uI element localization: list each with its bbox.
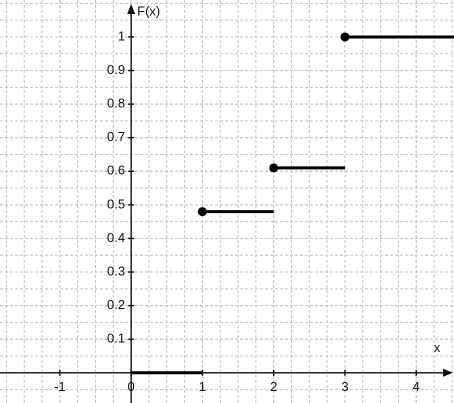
marks [131, 32, 454, 375]
x-tick-label: 4 [413, 379, 420, 394]
y-tick-label: 0.6 [107, 163, 125, 178]
y-tick-label: 0.9 [107, 62, 125, 77]
x-axis-label: x [434, 340, 441, 355]
axes: F(x) x -1 0 1 2 3 4 0.1 0.2 0.3 0.4 0.5 0.6 0.7 0.8 0.9 1 [0, 3, 453, 403]
step-point [197, 207, 207, 217]
x-tick-label: 1 [199, 379, 206, 394]
y-tick-label: 0.4 [107, 230, 125, 245]
y-tick-label: 0.1 [107, 331, 125, 346]
y-tick-label: 0.2 [107, 297, 125, 312]
step-point [269, 163, 279, 173]
y-tick-label: 0.7 [107, 129, 125, 144]
x-axis-arrow [443, 368, 453, 377]
x-tick-label: -1 [54, 379, 66, 394]
y-tick-label: 1 [118, 28, 125, 43]
y-axis-arrow [127, 4, 136, 14]
y-tick-label: 0.3 [107, 263, 125, 278]
step-point [340, 32, 350, 42]
x-tick-label: 2 [270, 379, 277, 394]
x-tick-label: 0 [128, 379, 135, 394]
y-tick-label: 0.8 [107, 96, 125, 111]
y-tick-label: 0.5 [107, 196, 125, 211]
y-axis-label: F(x) [137, 3, 160, 18]
x-tick-label: 3 [341, 379, 348, 394]
